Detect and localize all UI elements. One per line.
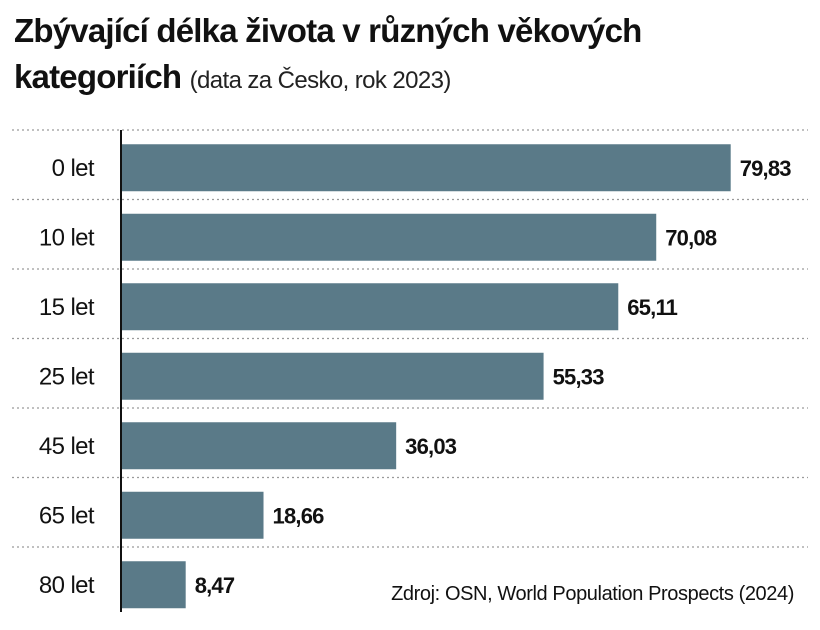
- bar: [121, 352, 544, 400]
- category-label: 0 let: [52, 155, 95, 182]
- value-label: 18,66: [273, 503, 325, 528]
- bar: [121, 283, 619, 331]
- category-label: 45 let: [39, 433, 95, 460]
- bar: [121, 213, 657, 261]
- value-label: 79,83: [740, 156, 792, 181]
- value-label: 8,47: [195, 573, 235, 598]
- chart-title-text: Zbývající délka života v různých věkovýc…: [14, 12, 642, 95]
- bar: [121, 422, 397, 470]
- value-label: 70,08: [665, 225, 717, 250]
- category-label: 15 let: [39, 294, 95, 321]
- value-label: 36,03: [405, 434, 457, 459]
- value-label: 65,11: [627, 295, 677, 320]
- category-label: 25 let: [39, 363, 95, 390]
- bar: [121, 144, 731, 192]
- chart-subtitle: (data za Česko, rok 2023): [189, 67, 452, 94]
- chart-title: Zbývající délka života v různých věkovýc…: [14, 8, 804, 104]
- bar: [121, 561, 186, 609]
- category-label: 65 let: [39, 502, 95, 529]
- category-labels: 0 let 10 let 15 let 25 let 45 let 65 let 80 le…: [39, 155, 96, 599]
- source-note: Zdroj: OSN, World Population Prospects (…: [391, 583, 794, 605]
- value-label: 55,33: [553, 364, 605, 389]
- category-label: 80 let: [39, 572, 95, 599]
- row-separators: [12, 129, 808, 548]
- category-label: 10 let: [39, 224, 95, 251]
- value-labels: 79,83 70,08 65,11 55,33 36,03 18,66 8,47: [195, 156, 792, 598]
- bar: [121, 491, 264, 539]
- bars: [121, 144, 731, 609]
